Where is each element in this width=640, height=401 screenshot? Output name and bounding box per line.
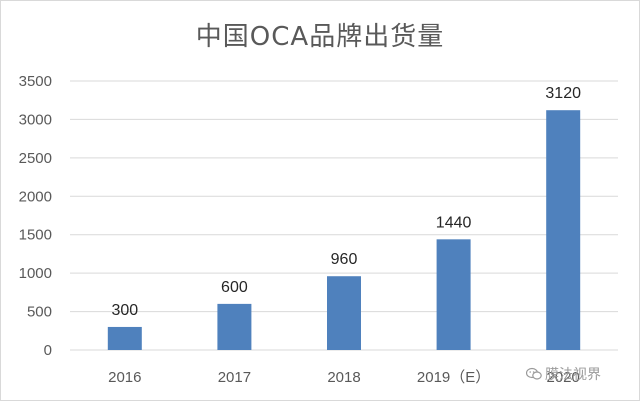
data-label: 1440 — [436, 214, 472, 231]
y-tick-label: 500 — [27, 304, 52, 321]
bar — [327, 276, 361, 350]
watermark: 膜法视界 — [526, 364, 601, 384]
data-label: 960 — [331, 251, 358, 268]
watermark-text: 膜法视界 — [545, 367, 601, 383]
y-axis-tick-labels: 0 500 1000 1500 2000 2500 3000 3500 — [19, 73, 52, 359]
y-tick-label: 2000 — [19, 188, 52, 205]
x-tick-label: 2020 — [547, 369, 580, 386]
data-label: 300 — [111, 302, 138, 319]
y-tick-label: 1500 — [19, 227, 52, 244]
x-tick-label: 2019（E） — [417, 369, 490, 386]
x-tick-label: 2016 — [108, 369, 141, 386]
bars — [107, 110, 581, 350]
y-tick-label: 3000 — [19, 111, 52, 128]
bar — [436, 239, 471, 350]
chart-title: 中国OCA品牌出货量 — [195, 22, 445, 52]
y-tick-label: 2500 — [19, 150, 52, 167]
data-labels: 300 600 960 1440 3120 — [111, 85, 581, 319]
y-tick-label: 3500 — [19, 73, 52, 90]
x-tick-label: 2017 — [218, 369, 251, 386]
y-tick-label: 1000 — [19, 265, 52, 282]
data-label: 600 — [221, 279, 248, 296]
x-axis-tick-labels: 2016 2017 2018 2019（E） 2020 — [108, 369, 580, 386]
bar — [107, 326, 142, 350]
x-tick-label: 2018 — [327, 369, 360, 386]
bar — [546, 110, 581, 350]
gridlines — [70, 80, 618, 351]
y-tick-label: 0 — [44, 342, 52, 359]
bar — [217, 303, 252, 350]
wechat-logo-icon — [526, 367, 542, 380]
data-label: 3120 — [545, 85, 581, 102]
